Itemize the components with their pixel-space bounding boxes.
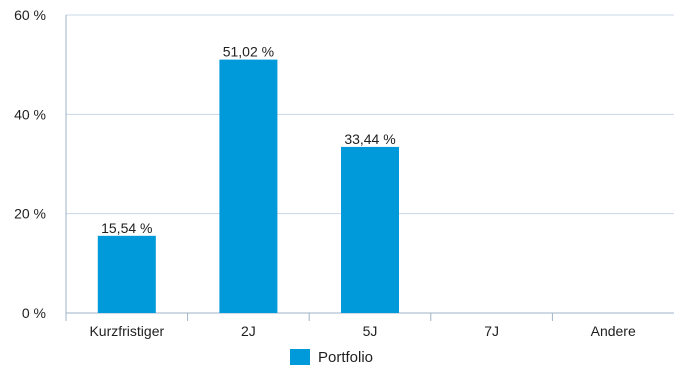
bar-kurzfristiger [97, 235, 156, 313]
x-category-label: 5J [363, 323, 378, 339]
data-label: 33,44 % [344, 131, 395, 147]
data-label: 15,54 % [101, 220, 152, 236]
x-category-label: 7J [484, 323, 499, 339]
x-category-label: Kurzfristiger [89, 323, 164, 339]
x-category-label: 2J [241, 323, 256, 339]
legend: Portfolio [290, 349, 373, 366]
bar-5j [341, 146, 399, 313]
y-tick-label: 0 % [22, 305, 46, 321]
legend-swatch [290, 349, 310, 365]
x-category-label: Andere [591, 323, 636, 339]
legend-label: Portfolio [318, 349, 373, 366]
bars [97, 59, 399, 314]
y-tick-label: 20 % [14, 206, 46, 222]
data-label: 51,02 % [223, 44, 274, 60]
x-axis-categories: Kurzfristiger 2J 5J 7J Andere [89, 323, 636, 339]
y-tick-label: 40 % [14, 106, 46, 122]
y-tick-label: 60 % [14, 7, 46, 23]
bar-2j [219, 59, 278, 314]
data-labels: 15,54 % 51,02 % 33,44 % [101, 44, 396, 236]
y-axis-ticks: 0 % 20 % 40 % 60 % [14, 7, 46, 321]
